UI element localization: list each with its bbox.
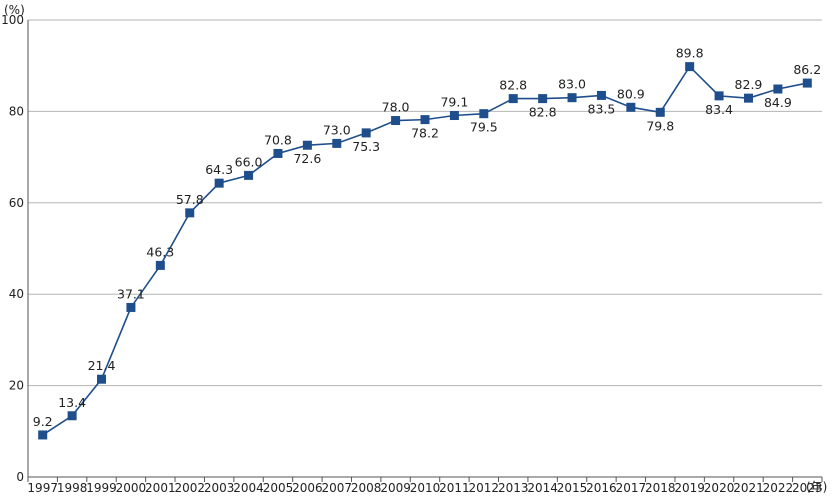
data-label: 9.2 (33, 414, 53, 429)
data-point-marker (361, 128, 371, 138)
x-tick-label: 2023 (792, 481, 823, 495)
x-tick-label: 2017 (616, 481, 647, 495)
gridlines (28, 19, 822, 387)
data-point-marker (479, 109, 489, 119)
y-axis-unit: (%) (4, 3, 25, 17)
data-label: 82.8 (499, 78, 527, 93)
data-point-marker (685, 62, 695, 72)
data-label: 83.0 (558, 77, 586, 92)
x-tick-label: 2011 (439, 481, 470, 495)
x-tick-label: 2007 (322, 481, 353, 495)
data-label: 86.2 (793, 62, 821, 77)
data-point-marker (743, 93, 753, 103)
y-tick-label: 80 (9, 104, 24, 118)
data-point-marker (214, 178, 224, 188)
data-label: 21.4 (88, 358, 116, 373)
y-tick-label: 40 (9, 287, 24, 301)
x-axis-ticks: 1997199819992000200120022003200420052006… (27, 477, 823, 495)
data-point-marker (67, 411, 77, 421)
data-label: 82.8 (529, 105, 557, 120)
x-tick-label: 2005 (263, 481, 294, 495)
x-tick-label: 2009 (380, 481, 411, 495)
x-tick-label: 2001 (145, 481, 176, 495)
data-label: 57.8 (176, 192, 204, 207)
data-point-marker (567, 93, 577, 103)
data-label: 73.0 (323, 122, 351, 137)
data-point-marker (655, 107, 665, 117)
data-label: 82.9 (735, 77, 763, 92)
data-label: 79.1 (440, 95, 468, 110)
data-point-marker (714, 91, 724, 101)
x-tick-label: 2019 (674, 481, 705, 495)
data-point-marker (508, 94, 518, 104)
data-labels: 9.213.421.437.146.357.864.366.070.872.67… (33, 46, 821, 429)
x-tick-label: 2012 (469, 481, 500, 495)
x-tick-label: 2006 (292, 481, 323, 495)
data-label: 75.3 (352, 139, 380, 154)
data-point-marker (273, 148, 283, 158)
data-label: 89.8 (676, 46, 704, 61)
data-point-marker (302, 140, 312, 150)
x-tick-label: 1997 (27, 481, 58, 495)
x-tick-label: 2016 (586, 481, 617, 495)
x-tick-label: 2010 (410, 481, 441, 495)
y-tick-label: 0 (16, 470, 24, 484)
data-point-marker (38, 430, 48, 440)
x-tick-label: 2014 (527, 481, 558, 495)
series-markers (38, 62, 812, 440)
x-axis-unit: (年) (806, 480, 827, 494)
data-point-marker (773, 84, 783, 94)
data-point-marker (449, 111, 459, 121)
data-point-marker (126, 302, 136, 312)
data-label: 37.1 (117, 286, 145, 301)
data-label: 84.9 (764, 95, 792, 110)
y-axis-ticks: 0 20 40 60 80 100 (1, 13, 24, 484)
data-point-marker (802, 78, 812, 88)
y-tick-label: 100 (1, 13, 24, 27)
x-tick-label: 2022 (763, 481, 794, 495)
data-label: 66.0 (235, 154, 263, 169)
data-label: 64.3 (205, 162, 233, 177)
x-tick-label: 2002 (174, 481, 205, 495)
data-point-marker (97, 374, 107, 384)
x-tick-label: 2015 (557, 481, 588, 495)
data-point-marker (420, 115, 430, 125)
data-point-marker (332, 138, 342, 148)
x-tick-label: 2021 (733, 481, 764, 495)
data-label: 78.0 (382, 100, 410, 115)
data-point-marker (391, 116, 401, 126)
x-tick-label: 2000 (116, 481, 147, 495)
data-label: 79.8 (646, 118, 674, 133)
x-tick-label: 2004 (233, 481, 264, 495)
data-label: 13.4 (58, 395, 86, 410)
data-label: 80.9 (617, 86, 645, 101)
data-point-marker (244, 170, 254, 180)
data-label: 70.8 (264, 132, 292, 147)
y-tick-label: 60 (9, 196, 24, 210)
data-label: 83.5 (588, 101, 616, 116)
data-label: 72.6 (293, 151, 321, 166)
x-tick-label: 2020 (704, 481, 735, 495)
data-label: 78.2 (411, 126, 439, 141)
x-tick-label: 2008 (351, 481, 382, 495)
data-point-marker (626, 102, 636, 112)
x-tick-label: 2018 (645, 481, 676, 495)
x-tick-label: 2013 (498, 481, 529, 495)
x-tick-label: 2003 (204, 481, 235, 495)
y-tick-label: 20 (9, 379, 24, 393)
data-label: 46.3 (146, 244, 174, 259)
x-tick-label: 1998 (57, 481, 88, 495)
data-label: 83.4 (705, 102, 733, 117)
data-point-marker (538, 94, 548, 104)
x-tick-label: 1999 (86, 481, 117, 495)
data-point-marker (596, 90, 606, 100)
data-point-marker (155, 260, 165, 270)
data-point-marker (185, 208, 195, 218)
data-label: 79.5 (470, 120, 498, 135)
